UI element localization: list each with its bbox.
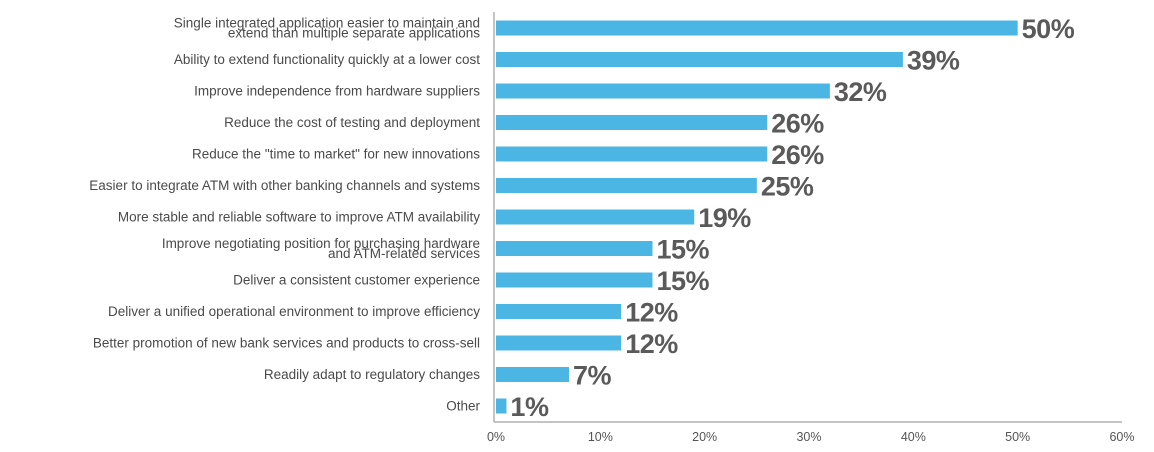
value-label: 25% [761, 172, 814, 202]
x-tick-label: 40% [901, 430, 926, 444]
bar [496, 178, 757, 193]
bar [496, 398, 507, 414]
category-label: Improve negotiating position for purchas… [162, 236, 480, 251]
category-label: Deliver a consistent customer experience [233, 273, 480, 288]
category-label: More stable and reliable software to imp… [118, 210, 480, 225]
value-label: 32% [834, 77, 887, 107]
value-label: 26% [771, 140, 824, 170]
value-label: 19% [698, 203, 751, 233]
category-label: Ability to extend functionality quickly … [174, 52, 480, 67]
value-label: 7% [573, 361, 612, 391]
x-tick-label: 0% [487, 430, 505, 444]
bar [496, 83, 830, 99]
category-label: Improve independence from hardware suppl… [194, 84, 480, 99]
value-label: 15% [657, 235, 710, 265]
bar [496, 115, 768, 130]
value-label: 26% [771, 109, 824, 139]
value-label: 50% [1022, 14, 1075, 44]
value-label: 12% [625, 329, 678, 359]
bar [496, 304, 622, 319]
bar [496, 52, 903, 67]
category-labels: Single integrated application easier to … [89, 16, 480, 414]
x-tick-label: 10% [588, 430, 613, 444]
category-label: Reduce the cost of testing and deploymen… [224, 115, 480, 130]
category-label: Other [446, 399, 480, 414]
bar [496, 20, 1018, 36]
bar [496, 209, 695, 225]
value-label: 39% [907, 46, 960, 76]
value-label: 15% [657, 266, 710, 296]
category-label: extend than multiple separate applicatio… [228, 26, 480, 41]
category-label: Easier to integrate ATM with other banki… [89, 178, 480, 193]
x-tick-label: 50% [1005, 430, 1030, 444]
value-label: 1% [510, 392, 549, 422]
x-axis-ticks: 0% 10% 20% 30% 40% 50% 60% [487, 430, 1135, 444]
category-label: Deliver a unified operational environmen… [108, 304, 480, 319]
value-labels: 50%39%32%26%26%25%19%15%15%12%12%7%1% [510, 14, 1075, 422]
bar [496, 272, 653, 288]
category-label: Better promotion of new bank services an… [93, 336, 480, 351]
value-label: 12% [625, 298, 678, 328]
bar [496, 335, 622, 351]
bars-layer [496, 20, 1018, 414]
x-tick-label: 20% [692, 430, 717, 444]
x-tick-label: 30% [796, 430, 821, 444]
category-label: Readily adapt to regulatory changes [264, 367, 480, 382]
category-label: Reduce the "time to market" for new inno… [192, 147, 480, 162]
x-tick-label: 60% [1109, 430, 1134, 444]
bar [496, 367, 570, 382]
category-label: Single integrated application easier to … [174, 16, 480, 31]
bar [496, 146, 768, 162]
category-label: and ATM-related services [328, 246, 480, 261]
bar [496, 241, 653, 256]
